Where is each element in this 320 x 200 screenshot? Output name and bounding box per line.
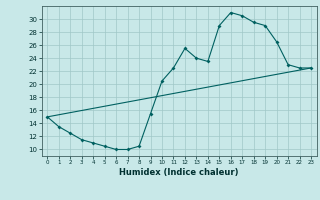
X-axis label: Humidex (Indice chaleur): Humidex (Indice chaleur) <box>119 168 239 177</box>
